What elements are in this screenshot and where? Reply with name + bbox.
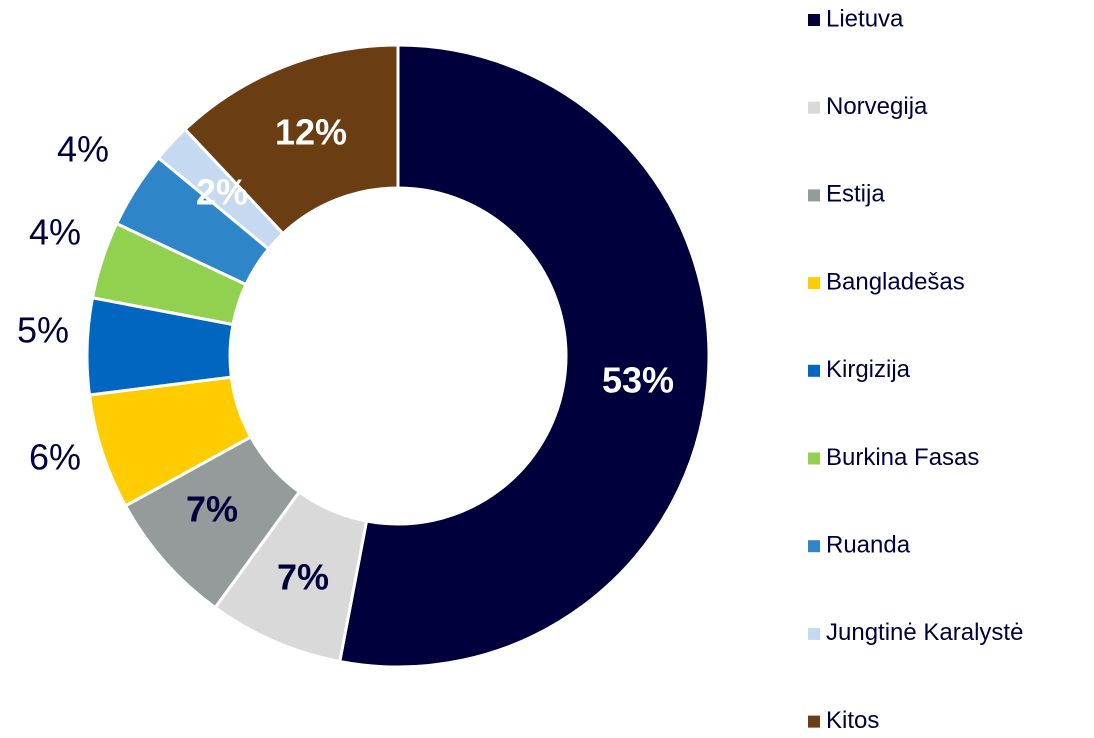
legend-label: Bangladešas [826,268,965,295]
data-label: 4% [57,129,109,170]
data-label: 7% [277,557,329,598]
data-label: 53% [602,360,674,401]
legend-label: Ruanda [826,532,911,559]
data-label: 5% [17,310,69,351]
legend-label: Jungtinė Karalystė [826,619,1023,646]
slice [337,43,711,669]
legend-swatch [808,101,820,114]
data-label: 4% [29,212,81,253]
data-label: 6% [29,437,81,478]
data-label: 2% [196,172,248,213]
data-label: 12% [275,112,347,153]
legend-label: Burkina Fasas [826,444,979,471]
legend-swatch [808,715,820,728]
slice [182,43,400,236]
legend-swatch [808,364,820,377]
legend-swatch [808,277,820,290]
legend-swatch [808,627,820,640]
legend-label: Estija [826,181,885,208]
legend-swatch [808,452,820,465]
legend-swatch [808,14,820,26]
legend-label: Kitos [826,707,879,734]
data-label: 7% [186,489,238,530]
legend-label: Kirgizija [826,356,911,383]
legend-label: Lietuva [826,5,904,32]
legend-swatch [808,540,820,553]
legend-swatch [808,189,820,202]
legend-label: Norvegija [826,93,928,120]
